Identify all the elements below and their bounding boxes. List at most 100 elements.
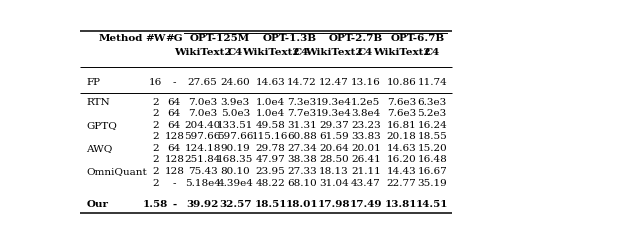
- Text: 4.39e4: 4.39e4: [218, 179, 253, 188]
- Text: 7.0e3: 7.0e3: [188, 98, 217, 107]
- Text: 22.77: 22.77: [387, 179, 416, 188]
- Text: OPT-125M: OPT-125M: [190, 34, 250, 43]
- Text: 14.43: 14.43: [387, 167, 416, 176]
- Text: 7.6e3: 7.6e3: [387, 109, 416, 118]
- Text: 168.35: 168.35: [217, 155, 253, 165]
- Text: #W: #W: [145, 34, 166, 43]
- Text: OPT-6.7B: OPT-6.7B: [390, 34, 444, 43]
- Text: 18.01: 18.01: [285, 200, 318, 209]
- Text: RTN: RTN: [86, 98, 110, 107]
- Text: 3.8e4: 3.8e4: [351, 109, 380, 118]
- Text: 6.3e3: 6.3e3: [417, 98, 447, 107]
- Text: WikiText2: WikiText2: [242, 48, 300, 57]
- Text: 60.88: 60.88: [287, 132, 317, 141]
- Text: 64: 64: [168, 144, 181, 153]
- Text: 7.0e3: 7.0e3: [188, 109, 217, 118]
- Text: 68.10: 68.10: [287, 179, 317, 188]
- Text: 251.84: 251.84: [184, 155, 221, 165]
- Text: 39.92: 39.92: [186, 200, 219, 209]
- Text: 61.59: 61.59: [319, 132, 349, 141]
- Text: #G: #G: [165, 34, 183, 43]
- Text: 16.81: 16.81: [387, 121, 416, 130]
- Text: OmniQuant: OmniQuant: [86, 167, 147, 176]
- Text: 64: 64: [168, 121, 181, 130]
- Text: 5.2e3: 5.2e3: [417, 109, 447, 118]
- Text: 14.72: 14.72: [287, 78, 317, 87]
- Text: 14.51: 14.51: [416, 200, 449, 209]
- Text: 31.31: 31.31: [287, 121, 317, 130]
- Text: 21.11: 21.11: [351, 167, 381, 176]
- Text: 5.0e3: 5.0e3: [221, 109, 250, 118]
- Text: 14.63: 14.63: [255, 78, 285, 87]
- Text: 16.48: 16.48: [417, 155, 447, 165]
- Text: 20.01: 20.01: [351, 144, 381, 153]
- Text: 124.18: 124.18: [184, 144, 221, 153]
- Text: 15.20: 15.20: [417, 144, 447, 153]
- Text: 128: 128: [164, 132, 184, 141]
- Text: 128: 128: [164, 155, 184, 165]
- Text: 10.86: 10.86: [387, 78, 416, 87]
- Text: 1.0e4: 1.0e4: [256, 109, 285, 118]
- Text: 16: 16: [148, 78, 162, 87]
- Text: 115.16: 115.16: [252, 132, 289, 141]
- Text: 23.95: 23.95: [255, 167, 285, 176]
- Text: -: -: [172, 200, 177, 209]
- Text: 597.66: 597.66: [184, 132, 221, 141]
- Text: 13.81: 13.81: [385, 200, 418, 209]
- Text: WikiText2: WikiText2: [305, 48, 363, 57]
- Text: 19.3e4: 19.3e4: [316, 109, 352, 118]
- Text: 32.57: 32.57: [219, 200, 252, 209]
- Text: 3.9e3: 3.9e3: [221, 98, 250, 107]
- Text: 17.49: 17.49: [349, 200, 382, 209]
- Text: 17.98: 17.98: [317, 200, 350, 209]
- Text: 2: 2: [152, 109, 159, 118]
- Text: 2: 2: [152, 155, 159, 165]
- Text: WikiText2: WikiText2: [372, 48, 430, 57]
- Text: GPTQ: GPTQ: [86, 121, 117, 130]
- Text: 11.74: 11.74: [417, 78, 447, 87]
- Text: 49.58: 49.58: [255, 121, 285, 130]
- Text: 27.34: 27.34: [287, 144, 317, 153]
- Text: 128: 128: [164, 167, 184, 176]
- Text: 80.10: 80.10: [220, 167, 250, 176]
- Text: 2: 2: [152, 132, 159, 141]
- Text: 90.19: 90.19: [220, 144, 250, 153]
- Text: 1.2e5: 1.2e5: [351, 98, 380, 107]
- Text: 64: 64: [168, 109, 181, 118]
- Text: -: -: [173, 78, 176, 87]
- Text: 29.37: 29.37: [319, 121, 349, 130]
- Text: C4: C4: [424, 48, 440, 57]
- Text: 14.63: 14.63: [387, 144, 416, 153]
- Text: 16.24: 16.24: [417, 121, 447, 130]
- Text: C4: C4: [228, 48, 243, 57]
- Text: 16.67: 16.67: [417, 167, 447, 176]
- Text: 23.23: 23.23: [351, 121, 381, 130]
- Text: 28.50: 28.50: [319, 155, 349, 165]
- Text: 18.51: 18.51: [254, 200, 287, 209]
- Text: WikiText2: WikiText2: [173, 48, 231, 57]
- Text: 33.83: 33.83: [351, 132, 381, 141]
- Text: 7.3e3: 7.3e3: [287, 98, 316, 107]
- Text: FP: FP: [86, 78, 100, 87]
- Text: 27.65: 27.65: [188, 78, 218, 87]
- Text: 43.47: 43.47: [351, 179, 381, 188]
- Text: 38.38: 38.38: [287, 155, 317, 165]
- Text: 12.47: 12.47: [319, 78, 349, 87]
- Text: 31.04: 31.04: [319, 179, 349, 188]
- Text: 27.33: 27.33: [287, 167, 317, 176]
- Text: C4: C4: [294, 48, 309, 57]
- Text: 2: 2: [152, 121, 159, 130]
- Text: 133.51: 133.51: [217, 121, 253, 130]
- Text: AWQ: AWQ: [86, 144, 113, 153]
- Text: 2: 2: [152, 98, 159, 107]
- Text: 2: 2: [152, 167, 159, 176]
- Text: Our: Our: [86, 200, 108, 209]
- Text: 20.18: 20.18: [387, 132, 416, 141]
- Text: 26.41: 26.41: [351, 155, 381, 165]
- Text: 24.60: 24.60: [220, 78, 250, 87]
- Text: 29.78: 29.78: [255, 144, 285, 153]
- Text: 5.18e4: 5.18e4: [184, 179, 220, 188]
- Text: 48.22: 48.22: [255, 179, 285, 188]
- Text: 597.66: 597.66: [217, 132, 253, 141]
- Text: 19.3e4: 19.3e4: [316, 98, 352, 107]
